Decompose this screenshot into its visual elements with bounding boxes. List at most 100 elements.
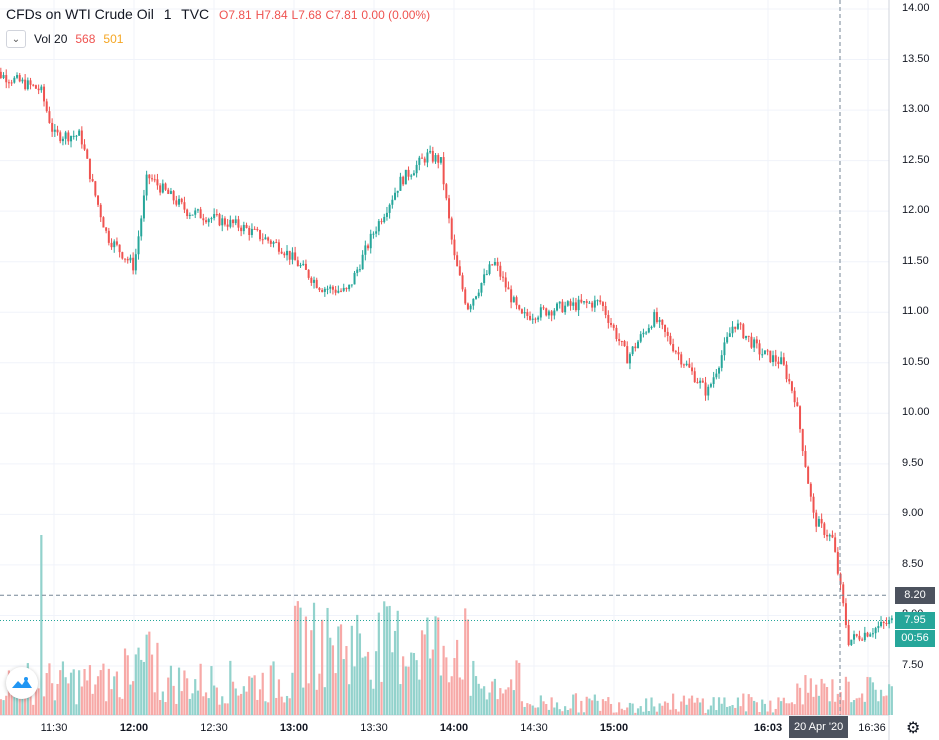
volume-bar xyxy=(831,679,834,715)
volume-bar xyxy=(555,702,559,715)
candle-body xyxy=(655,312,658,323)
candle-body xyxy=(777,361,780,364)
volume-bar xyxy=(388,605,391,715)
interval[interactable]: 1 xyxy=(163,6,172,22)
volume-bar xyxy=(134,654,137,715)
volume-bar xyxy=(234,688,237,715)
candle-body xyxy=(504,277,507,288)
volume-bar xyxy=(852,700,856,715)
candle-body xyxy=(5,75,8,83)
volume-bar xyxy=(418,679,421,715)
volume-label[interactable]: Vol 20 xyxy=(34,32,68,46)
volume-bar xyxy=(288,698,291,715)
volume-bar xyxy=(577,712,580,715)
volume-bar xyxy=(429,658,432,715)
candle-body xyxy=(774,355,777,362)
volume-bar xyxy=(18,699,21,715)
candle-body xyxy=(545,308,548,316)
volume-bar xyxy=(132,681,135,715)
volume-bar xyxy=(356,614,359,715)
candle-body xyxy=(196,209,199,211)
candle-body xyxy=(645,332,648,334)
volume-bar xyxy=(64,677,67,715)
volume-bar xyxy=(855,698,858,715)
volume-bar xyxy=(434,616,437,715)
volume-bar xyxy=(361,657,364,715)
candle-body xyxy=(210,218,213,220)
candle-body xyxy=(880,621,883,627)
candle-body xyxy=(223,218,226,225)
candle-body xyxy=(159,185,162,193)
candle-body xyxy=(315,279,318,288)
tradingview-logo-icon[interactable] xyxy=(6,667,38,699)
candle-body xyxy=(172,191,175,201)
volume-bar xyxy=(707,709,710,715)
symbol-name[interactable]: CFDs on WTI Crude Oil xyxy=(6,6,154,22)
chevron-down-icon[interactable]: ⌄ xyxy=(6,30,26,48)
volume-bar xyxy=(242,686,245,715)
volume-bar xyxy=(534,707,537,715)
candle-body xyxy=(350,284,353,286)
volume-bar xyxy=(488,692,491,715)
volume-bar xyxy=(844,676,848,715)
volume-bar xyxy=(69,672,73,715)
volume-bar xyxy=(42,696,46,715)
volume-bar xyxy=(399,684,402,715)
volume-bar xyxy=(464,608,467,715)
candle-body xyxy=(275,242,278,244)
volume-bar xyxy=(94,684,97,715)
volume-bar xyxy=(218,704,221,715)
volume-bar xyxy=(653,706,656,715)
volume-bar xyxy=(847,681,850,715)
volume-bar xyxy=(618,702,621,715)
volume-bar xyxy=(191,693,194,715)
volume-bar xyxy=(518,662,521,715)
candle-body xyxy=(488,264,491,274)
volume-bar xyxy=(364,656,367,715)
crosshair-time-tag: 20 Apr '20 xyxy=(789,716,849,738)
volume-bar xyxy=(863,701,866,715)
candle-body xyxy=(396,190,399,193)
volume-bar xyxy=(861,693,864,715)
candle-body xyxy=(728,333,731,337)
volume-bar xyxy=(501,693,505,715)
ohlc-low: L7.68 xyxy=(291,8,322,22)
candle-body xyxy=(318,287,321,291)
ohlc-open: O7.81 xyxy=(219,8,252,22)
candle-body xyxy=(37,88,40,91)
time-tick-label: 16:36 xyxy=(858,722,886,734)
volume-bar xyxy=(661,705,664,715)
candle-body xyxy=(299,265,302,267)
candle-body xyxy=(888,620,891,625)
volume-bar xyxy=(221,696,224,715)
volume-bar xyxy=(83,669,86,715)
volume-bar xyxy=(585,696,588,715)
price-tick-label: 11.50 xyxy=(902,254,929,267)
candle-body xyxy=(234,219,237,224)
candle-body xyxy=(750,336,753,348)
volume-bar xyxy=(88,665,92,715)
candle-body xyxy=(493,261,496,265)
volume-bar xyxy=(593,694,596,715)
candle-body xyxy=(734,326,737,329)
volume-bar xyxy=(121,698,124,715)
candle-body xyxy=(491,264,494,266)
volume-bar xyxy=(456,639,459,715)
candle-body xyxy=(264,237,267,240)
gear-icon[interactable]: ⚙ xyxy=(906,720,921,737)
candle-body xyxy=(674,351,677,353)
volume-bar xyxy=(142,661,146,715)
candle-body xyxy=(696,382,699,384)
candle-body xyxy=(871,633,874,635)
candle-body xyxy=(242,224,245,232)
volume-bar xyxy=(253,675,256,715)
candle-body xyxy=(448,198,451,219)
candle-body xyxy=(793,390,796,403)
candle-body xyxy=(553,310,556,316)
volume-bar xyxy=(264,701,267,715)
candle-body xyxy=(45,101,48,112)
candle-body xyxy=(32,84,35,86)
candle-body xyxy=(294,252,297,261)
candle-body xyxy=(412,173,415,176)
